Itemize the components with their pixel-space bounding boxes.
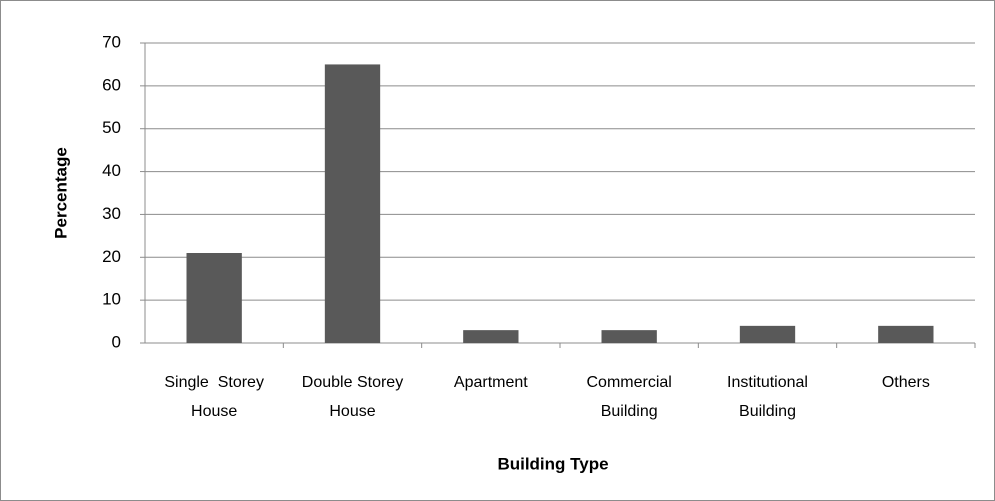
x-axis-title: Building Type (497, 454, 608, 473)
y-tick-label: 70 (102, 32, 121, 51)
x-tick-label: Institutional Building (727, 374, 813, 420)
x-tick-label: Others (881, 374, 930, 391)
y-tick-label: 20 (102, 247, 121, 266)
bar (324, 64, 381, 343)
y-axis-title: Percentage (51, 147, 70, 239)
bar (463, 330, 519, 343)
bar (601, 330, 657, 343)
y-tick-label: 50 (102, 118, 121, 137)
x-tick-label: Single Storey House (164, 374, 269, 420)
y-tick-label: 40 (102, 161, 121, 180)
y-tick-label: 60 (102, 75, 121, 94)
y-tick-label: 10 (102, 290, 121, 309)
bar (186, 253, 242, 343)
x-tick-label: Commercial Building (586, 374, 677, 420)
y-tick-label: 0 (112, 332, 121, 351)
bar (739, 325, 796, 343)
bar (878, 325, 934, 343)
x-tick-label: Apartment (453, 374, 528, 391)
x-tick-label: Double Storey House (301, 374, 408, 420)
y-tick-label: 30 (102, 204, 121, 223)
